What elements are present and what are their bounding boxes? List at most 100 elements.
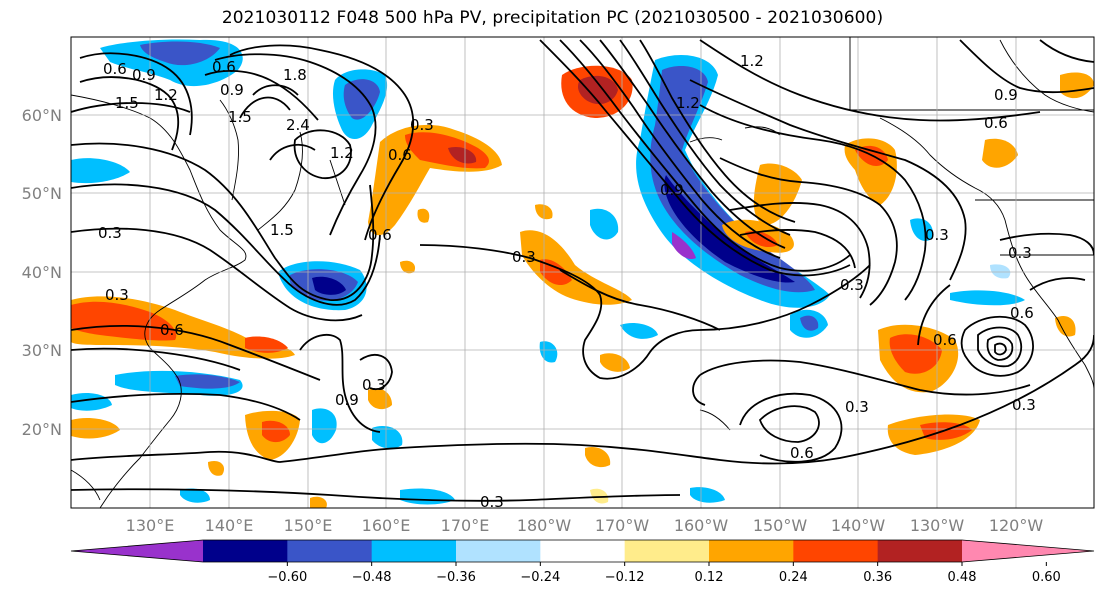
lon-label: 140°W bbox=[831, 516, 886, 535]
contour-label: 1.5 bbox=[270, 221, 294, 239]
contour-label: 1.5 bbox=[228, 108, 252, 126]
lat-label: 60°N bbox=[22, 106, 62, 125]
contour-label: 0.6 bbox=[388, 146, 412, 164]
latitude-labels: 60°N 50°N 40°N 30°N 20°N bbox=[22, 106, 62, 439]
contour-label: 0.9 bbox=[994, 86, 1018, 104]
colorbar-outline bbox=[70, 539, 1095, 563]
contour-label: 1.8 bbox=[283, 66, 307, 84]
neg-anomaly-region bbox=[620, 323, 658, 339]
colorbar-extension-high bbox=[962, 540, 1094, 562]
pos-anomaly-region bbox=[982, 138, 1018, 168]
colorbar-segment bbox=[793, 540, 879, 562]
contour-label: 0.6 bbox=[103, 60, 127, 78]
neg-anomaly-region bbox=[650, 66, 815, 293]
contour-label: 1.2 bbox=[154, 86, 178, 104]
colorbar-segment bbox=[287, 540, 373, 562]
lon-label: 170°W bbox=[595, 516, 650, 535]
colorbar-segment bbox=[371, 540, 457, 562]
neg-anomaly-region bbox=[312, 276, 346, 295]
neg-anomaly-region bbox=[800, 315, 819, 331]
colorbar-tick-label: −0.24 bbox=[520, 570, 560, 585]
contour-label: 0.6 bbox=[212, 58, 236, 76]
contour-label: 0.3 bbox=[840, 276, 864, 294]
lat-label: 20°N bbox=[22, 420, 62, 439]
contour-label: 1.2 bbox=[330, 144, 354, 162]
contour-label: 1.5 bbox=[115, 94, 139, 112]
pos-anomaly-region bbox=[71, 418, 120, 439]
contour-label: 0.3 bbox=[362, 376, 386, 394]
neg-anomaly-region bbox=[690, 487, 725, 503]
pos-anomaly-region bbox=[590, 488, 609, 504]
colorbar: −0.60 −0.48 −0.36 −0.24 −0.12 0.12 0.24 0.36 0.4… bbox=[70, 539, 1095, 585]
contour-label: 0.6 bbox=[790, 444, 814, 462]
pos-anomaly-region bbox=[400, 260, 416, 274]
pos-anomaly-region bbox=[448, 146, 477, 164]
colorbar-tick-label: 0.12 bbox=[695, 570, 724, 585]
colorbar-extension-low bbox=[71, 540, 203, 562]
lon-label: 120°W bbox=[989, 516, 1044, 535]
contour-label: 0.9 bbox=[660, 181, 684, 199]
pos-anomaly-region bbox=[208, 460, 225, 476]
contour-label: 1.2 bbox=[676, 94, 700, 112]
contour-label: 0.3 bbox=[925, 226, 949, 244]
pos-anomaly-region bbox=[520, 230, 632, 305]
colorbar-segment bbox=[456, 540, 541, 562]
contour-label: 0.3 bbox=[480, 493, 504, 511]
lat-label: 30°N bbox=[22, 341, 62, 360]
contour-label: 0.6 bbox=[368, 226, 392, 244]
contour-label: 0.3 bbox=[1008, 244, 1032, 262]
neg-anomaly-region bbox=[180, 488, 210, 503]
neg-anomaly-region bbox=[590, 208, 619, 240]
colorbar-segment bbox=[877, 540, 963, 562]
neg-anomaly-region bbox=[175, 374, 240, 389]
neg-anomaly-region bbox=[910, 218, 934, 241]
lon-label: 180°W bbox=[517, 516, 572, 535]
contour-label: 0.3 bbox=[410, 116, 434, 134]
colorbar-tick-label: 0.48 bbox=[948, 570, 977, 585]
lon-label: 160°W bbox=[674, 516, 729, 535]
neg-anomaly-region bbox=[312, 408, 337, 444]
contour-label: 0.3 bbox=[845, 398, 869, 416]
colorbar-segment bbox=[203, 540, 288, 562]
colorbar-tick-label: 0.24 bbox=[779, 570, 808, 585]
neg-anomaly-region bbox=[343, 79, 380, 120]
contour-label: 0.9 bbox=[132, 66, 156, 84]
colorbar-segment bbox=[624, 540, 710, 562]
contour-label: 0.3 bbox=[105, 286, 129, 304]
map-frame bbox=[70, 36, 1095, 509]
pos-anomaly-region bbox=[245, 336, 288, 353]
pos-anomaly-region bbox=[585, 446, 611, 468]
lon-label: 140°E bbox=[205, 516, 254, 535]
contour-label: 0.3 bbox=[512, 248, 536, 266]
pos-anomaly-region bbox=[889, 334, 942, 374]
pos-anomaly-region bbox=[600, 353, 630, 372]
colorbar-tick-label: −0.48 bbox=[352, 570, 392, 585]
lon-label: 130°E bbox=[126, 516, 175, 535]
colorbar-tick-label: −0.12 bbox=[605, 570, 645, 585]
contour-labels: 0.6 0.9 1.5 1.2 0.6 0.9 1.5 1.8 2.4 1.2 … bbox=[98, 52, 1036, 511]
pos-anomaly-region bbox=[920, 422, 972, 440]
lon-label: 160°E bbox=[362, 516, 411, 535]
colorbar-tick-label: −0.60 bbox=[267, 570, 307, 585]
contour-label: 1.2 bbox=[740, 52, 764, 70]
neg-anomaly-region bbox=[672, 232, 696, 260]
colorbar-tick-label: −0.36 bbox=[436, 570, 476, 585]
neg-anomaly-region bbox=[990, 264, 1011, 279]
colorbar-tick-label: 0.36 bbox=[863, 570, 892, 585]
pos-anomaly-region bbox=[417, 208, 430, 223]
neg-anomaly-region bbox=[950, 290, 1025, 306]
colorbar-tick-label: 0.60 bbox=[1032, 570, 1061, 585]
contour-label: 0.6 bbox=[1010, 304, 1034, 322]
contour-label: 0.6 bbox=[933, 331, 957, 349]
pos-anomaly-region bbox=[310, 496, 327, 508]
lon-label: 150°W bbox=[753, 516, 808, 535]
colorbar-segment bbox=[540, 540, 626, 562]
lon-label: 170°E bbox=[441, 516, 490, 535]
lat-label: 40°N bbox=[22, 263, 62, 282]
lon-label: 130°W bbox=[910, 516, 965, 535]
longitude-labels: 130°E 140°E 150°E 160°E 170°E 180°W 170°… bbox=[126, 516, 1044, 535]
lat-label: 50°N bbox=[22, 184, 62, 203]
pos-anomaly-region bbox=[262, 420, 290, 443]
lon-label: 150°E bbox=[284, 516, 333, 535]
